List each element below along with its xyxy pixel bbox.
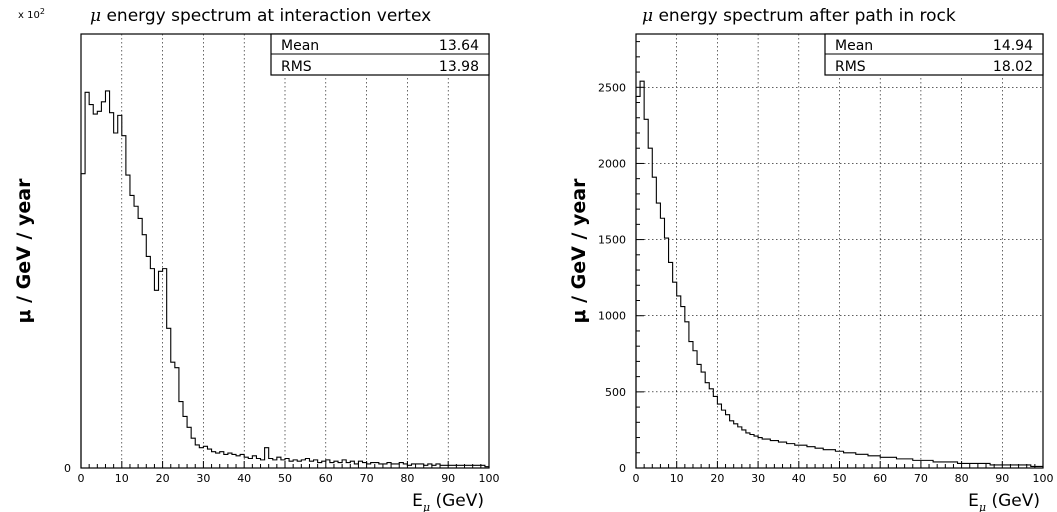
x-tick-label: 10: [115, 472, 129, 485]
x-tick-label: 50: [833, 472, 847, 485]
y-tick-label: 2500: [598, 81, 626, 94]
x-tick-label: 0: [78, 472, 85, 485]
x-tick-label: 60: [873, 472, 887, 485]
histogram-panel-2: 0 10 20 30 40 50 60 70 80 90 100050010001500200025…: [568, 6, 1054, 512]
stats-rms-value: 18.02: [993, 59, 1033, 75]
histogram-panel-1: 0102030405060708090100050010001500200025…: [13, 6, 500, 512]
stats-mean-label: Mean: [835, 38, 873, 54]
y-tick-label: 1500: [598, 234, 626, 247]
x-tick-label: 40: [237, 472, 251, 485]
stats-mean-value: 14.94: [993, 38, 1033, 54]
x-axis-label: Eμ (GeV): [412, 491, 484, 512]
stats-rms-value: 13.98: [439, 59, 479, 75]
stats-mean-label: Mean: [281, 38, 319, 54]
x-tick-label: 30: [196, 472, 210, 485]
x-tick-label: 100: [1033, 472, 1054, 485]
x-tick-label: 50: [278, 472, 292, 485]
x-tick-label: 10: [670, 472, 684, 485]
x-tick-label: 60: [319, 472, 333, 485]
x-tick-label: 20: [710, 472, 724, 485]
x-tick-label: 90: [995, 472, 1009, 485]
x-tick-label: 70: [360, 472, 374, 485]
y-axis-label: μ / GeV / year: [568, 178, 590, 324]
stats-rms-label: RMS: [835, 59, 866, 75]
chart-title: μ energy spectrum at interaction vertex: [90, 6, 431, 26]
x-axis-label: Eμ (GeV): [968, 491, 1040, 512]
x-tick-label: 70: [914, 472, 928, 485]
y-tick-label: 0: [64, 462, 71, 475]
stats-mean-value: 13.64: [439, 38, 479, 54]
y-tick-label: 1000: [598, 310, 626, 323]
y-tick-label: 2000: [598, 157, 626, 170]
stats-rms-label: RMS: [281, 59, 312, 75]
y-tick-label: 500: [605, 386, 626, 399]
x-tick-label: 80: [955, 472, 969, 485]
chart-title: μ energy spectrum after path in rock: [642, 6, 956, 26]
x-tick-label: 30: [751, 472, 765, 485]
x-tick-label: 0: [633, 472, 640, 485]
y-multiplier-label: x 102: [18, 7, 45, 21]
x-tick-label: 40: [792, 472, 806, 485]
y-tick-label: 0: [619, 462, 626, 475]
x-tick-label: 80: [400, 472, 414, 485]
histogram-line: [635, 80, 1044, 468]
x-tick-label: 100: [479, 472, 500, 485]
y-axis-label: μ / GeV / year: [13, 178, 35, 324]
x-tick-label: 20: [156, 472, 170, 485]
x-tick-label: 90: [441, 472, 455, 485]
histogram-line: [80, 90, 490, 468]
